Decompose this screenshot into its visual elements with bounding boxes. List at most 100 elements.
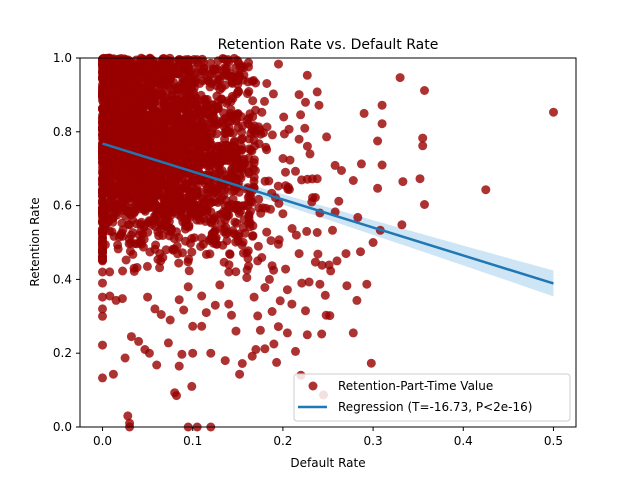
plot-frame xyxy=(79,57,577,428)
scatter-point xyxy=(177,349,187,359)
scatter-point xyxy=(244,261,253,271)
scatter-point xyxy=(129,206,138,216)
scatter-point xyxy=(220,356,230,366)
scatter-point xyxy=(183,199,193,209)
scatter-point xyxy=(415,174,425,184)
scatter-point xyxy=(366,358,376,368)
scatter-point xyxy=(187,149,197,159)
scatter-point xyxy=(162,59,172,69)
x-tick-label: 0.4 xyxy=(454,434,473,448)
scatter-point xyxy=(282,328,292,338)
scatter-point xyxy=(395,73,405,83)
scatter-point xyxy=(98,205,107,215)
scatter-point xyxy=(179,305,189,315)
scatter-point xyxy=(188,321,198,331)
scatter-point xyxy=(158,253,168,263)
scatter-point xyxy=(113,171,123,181)
scatter-point xyxy=(262,227,272,237)
scatter-point xyxy=(269,265,279,275)
scatter-point xyxy=(260,344,270,354)
scatter-point xyxy=(152,360,162,370)
scatter-point xyxy=(120,211,130,221)
scatter-point xyxy=(108,369,118,379)
scatter-point xyxy=(273,181,283,191)
regression-line xyxy=(102,142,554,285)
scatter-point xyxy=(155,207,165,217)
scatter-point xyxy=(262,79,272,88)
scatter-point xyxy=(264,274,274,284)
scatter-point xyxy=(118,86,128,96)
scatter-point xyxy=(149,191,159,201)
scatter-point xyxy=(248,96,258,106)
scatter-point xyxy=(169,234,179,243)
scatter-point xyxy=(163,177,173,187)
scatter-point xyxy=(98,104,107,114)
scatter-point xyxy=(195,148,205,158)
scatter-point xyxy=(173,95,183,105)
scatter-point xyxy=(308,193,318,203)
scatter-point xyxy=(312,228,322,237)
scatter-point xyxy=(322,132,332,142)
scatter-point xyxy=(301,97,310,107)
scatter-point xyxy=(123,411,133,421)
scatter-point xyxy=(260,283,270,292)
scatter-point xyxy=(313,249,323,259)
scatter-point xyxy=(162,214,172,224)
scatter-point xyxy=(231,63,241,73)
scatter-point xyxy=(302,141,312,151)
scatter-point xyxy=(145,138,155,148)
scatter-point xyxy=(212,189,222,199)
scatter-point xyxy=(228,94,238,103)
scatter-point xyxy=(169,77,179,87)
scatter-point xyxy=(243,254,253,263)
scatter-point xyxy=(377,100,387,110)
scatter-point xyxy=(125,246,135,256)
scatter-point xyxy=(130,99,140,109)
scatter-point xyxy=(320,290,330,300)
legend-label-regression: Regression (T=-16.73, P<2e-16) xyxy=(338,400,532,414)
scatter-point xyxy=(217,94,227,104)
scatter-point xyxy=(213,103,223,113)
scatter-point xyxy=(127,190,137,200)
scatter-point xyxy=(373,136,383,146)
scatter-point xyxy=(214,71,224,81)
scatter-point xyxy=(282,285,292,295)
scatter-point xyxy=(237,240,247,250)
scatter-point xyxy=(121,255,131,265)
scatter-point xyxy=(132,116,142,126)
scatter-point xyxy=(167,150,177,160)
scatter-point xyxy=(231,200,241,210)
scatter-point xyxy=(255,325,265,335)
scatter-point xyxy=(267,307,277,316)
scatter-point xyxy=(317,260,327,270)
scatter-point xyxy=(397,220,407,230)
scatter-point xyxy=(163,338,173,348)
scatter-point xyxy=(348,328,358,338)
scatter-point xyxy=(332,256,342,266)
scatter-point xyxy=(98,124,107,134)
scatter-point xyxy=(128,228,138,238)
scatter-point xyxy=(108,54,117,64)
scatter-point xyxy=(294,249,304,259)
scatter-point xyxy=(98,217,107,227)
scatter-point xyxy=(251,345,261,354)
legend-box xyxy=(293,373,571,422)
scatter-point xyxy=(356,159,366,169)
scatter-point xyxy=(98,230,107,240)
scatter-point xyxy=(247,351,257,361)
scatter-point xyxy=(287,299,297,309)
scatter-point xyxy=(98,247,107,257)
scatter-point xyxy=(178,248,187,258)
scatter-point xyxy=(302,70,312,80)
scatter-point xyxy=(230,172,240,182)
scatter-point xyxy=(278,154,288,163)
scatter-point xyxy=(160,114,170,123)
scatter-point xyxy=(120,353,130,363)
scatter-point xyxy=(221,149,231,159)
scatter-point xyxy=(147,95,157,105)
y-axis-label: Retention Rate xyxy=(28,197,42,286)
scatter-point xyxy=(190,188,200,198)
scatter-point xyxy=(228,157,238,167)
scatter-point xyxy=(203,194,213,204)
scatter-point xyxy=(328,225,337,235)
